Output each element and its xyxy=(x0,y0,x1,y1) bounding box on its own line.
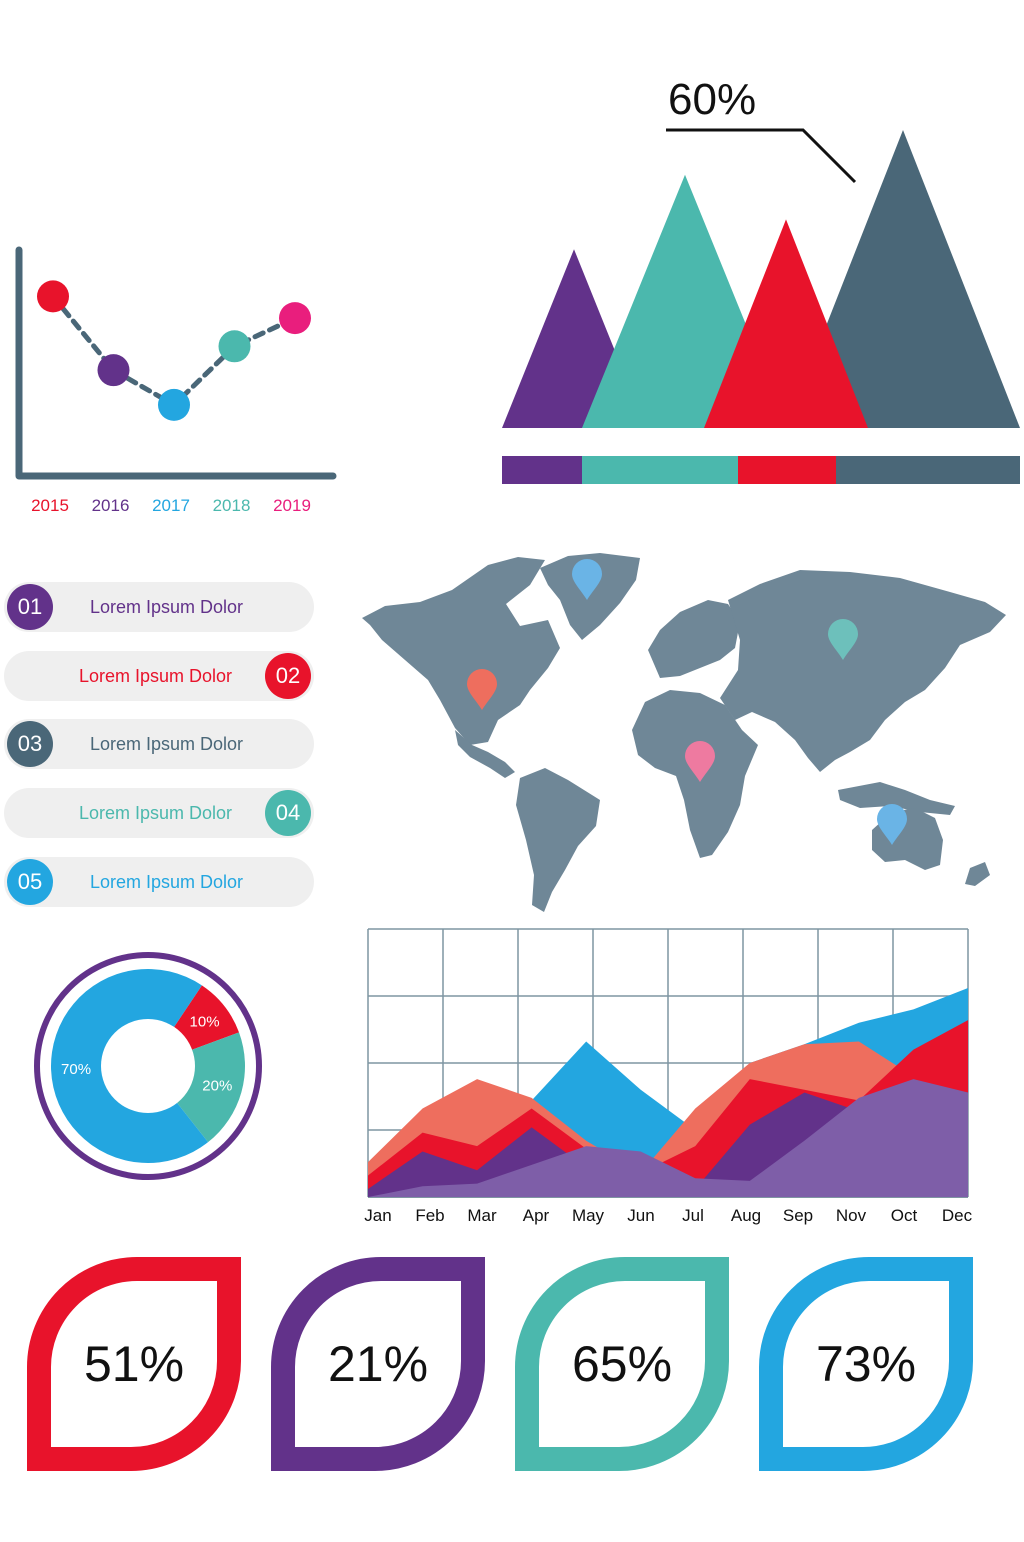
donut-outer-ring xyxy=(34,952,262,1180)
x-tick-label: Jul xyxy=(682,1206,704,1225)
continent-north-america xyxy=(362,557,560,745)
list-item-label: Lorem Ipsum Dolor xyxy=(90,871,244,892)
x-tick-label: 2016 xyxy=(92,496,130,515)
x-tick-label: Aug xyxy=(731,1206,761,1225)
stat-card: 51% xyxy=(27,1257,241,1471)
continent-asia xyxy=(720,570,1006,772)
x-tick-label: Jan xyxy=(364,1206,391,1225)
x-tick-label: Feb xyxy=(415,1206,444,1225)
list-item-number: 03 xyxy=(7,721,53,768)
triangle-bar xyxy=(786,130,1020,428)
stat-value: 51% xyxy=(83,1336,185,1392)
x-tick-label: 2017 xyxy=(152,496,190,515)
x-tick-label: Jun xyxy=(627,1206,654,1225)
list-item: 03 Lorem Ipsum Dolor xyxy=(4,719,314,770)
legend-segment xyxy=(738,456,836,484)
stat-card: 73% xyxy=(759,1257,973,1471)
list-item-label: Lorem Ipsum Dolor xyxy=(90,734,244,755)
donut-slice-label: 10% xyxy=(190,1013,220,1030)
stat-value: 73% xyxy=(815,1336,917,1392)
world-map xyxy=(362,553,1006,912)
map-pin-australia xyxy=(877,804,907,845)
x-tick-label: May xyxy=(572,1206,605,1225)
x-tick-label: 2019 xyxy=(273,496,311,515)
stat-card: 21% xyxy=(271,1257,485,1471)
continent-europe xyxy=(648,600,740,678)
map-pin-africa xyxy=(685,741,715,782)
list-item: 04 Lorem Ipsum Dolor xyxy=(4,788,314,839)
list-item: 02 Lorem Ipsum Dolor xyxy=(4,650,314,701)
line-point xyxy=(37,280,69,313)
stat-card: 65% xyxy=(515,1257,729,1471)
list-item-number: 02 xyxy=(265,652,311,699)
legend-segment xyxy=(502,456,582,484)
x-tick-label: Sep xyxy=(783,1206,813,1225)
area-chart: Jan Feb Mar Apr May Jun Jul Aug Sep Nov Oct Dec xyxy=(364,928,973,1225)
x-tick-label: 2018 xyxy=(213,496,251,515)
list-item-label: Lorem Ipsum Dolor xyxy=(79,665,233,686)
x-tick-label: Oct xyxy=(891,1206,918,1225)
stat-value: 65% xyxy=(571,1336,673,1392)
line-point xyxy=(279,302,311,335)
x-tick-label: Apr xyxy=(523,1206,550,1225)
line-point xyxy=(158,388,190,421)
x-tick-label: Nov xyxy=(836,1206,867,1225)
list-item-number: 04 xyxy=(265,790,311,837)
donut-slice-label: 20% xyxy=(202,1078,232,1095)
continent-central-america xyxy=(455,730,515,778)
donut-hole xyxy=(101,1019,195,1113)
legend-segment xyxy=(836,456,1020,484)
map-pin-greenland xyxy=(572,559,602,600)
continent-new-zealand xyxy=(965,862,990,886)
donut-slice-label: 70% xyxy=(61,1061,91,1078)
continent-south-america xyxy=(516,768,600,912)
list-item-label: Lorem Ipsum Dolor xyxy=(79,803,233,824)
line-point xyxy=(218,330,251,363)
donut-chart: 10% 20% 70% xyxy=(34,952,262,1180)
list-item-number: 05 xyxy=(7,858,53,905)
list-item: 01 Lorem Ipsum Dolor xyxy=(4,582,314,632)
legend-segment xyxy=(582,456,738,484)
line-point xyxy=(97,354,130,387)
callout-line xyxy=(666,128,857,184)
callout-label: 60% xyxy=(668,75,756,124)
map-pin-asia xyxy=(828,619,858,660)
list-item-label: Lorem Ipsum Dolor xyxy=(90,597,244,617)
continent-islands xyxy=(838,782,955,815)
x-tick-label: Dec xyxy=(942,1206,973,1225)
area-series xyxy=(368,1079,968,1197)
chart-axis xyxy=(15,246,337,480)
dot-line-chart: 2015 2016 2017 2018 2019 xyxy=(15,246,337,515)
triangle-bar xyxy=(704,219,868,428)
triangle-chart: 60% xyxy=(502,75,1020,484)
x-tick-label: Mar xyxy=(467,1206,497,1225)
x-tick-label: 2015 xyxy=(31,496,69,515)
list-item-number: 01 xyxy=(7,584,53,630)
line-series xyxy=(50,293,298,409)
continent-greenland xyxy=(540,553,640,640)
map-pin-north-america xyxy=(467,669,497,710)
list-item: 05 Lorem Ipsum Dolor xyxy=(4,856,314,907)
stat-value: 21% xyxy=(327,1336,429,1392)
